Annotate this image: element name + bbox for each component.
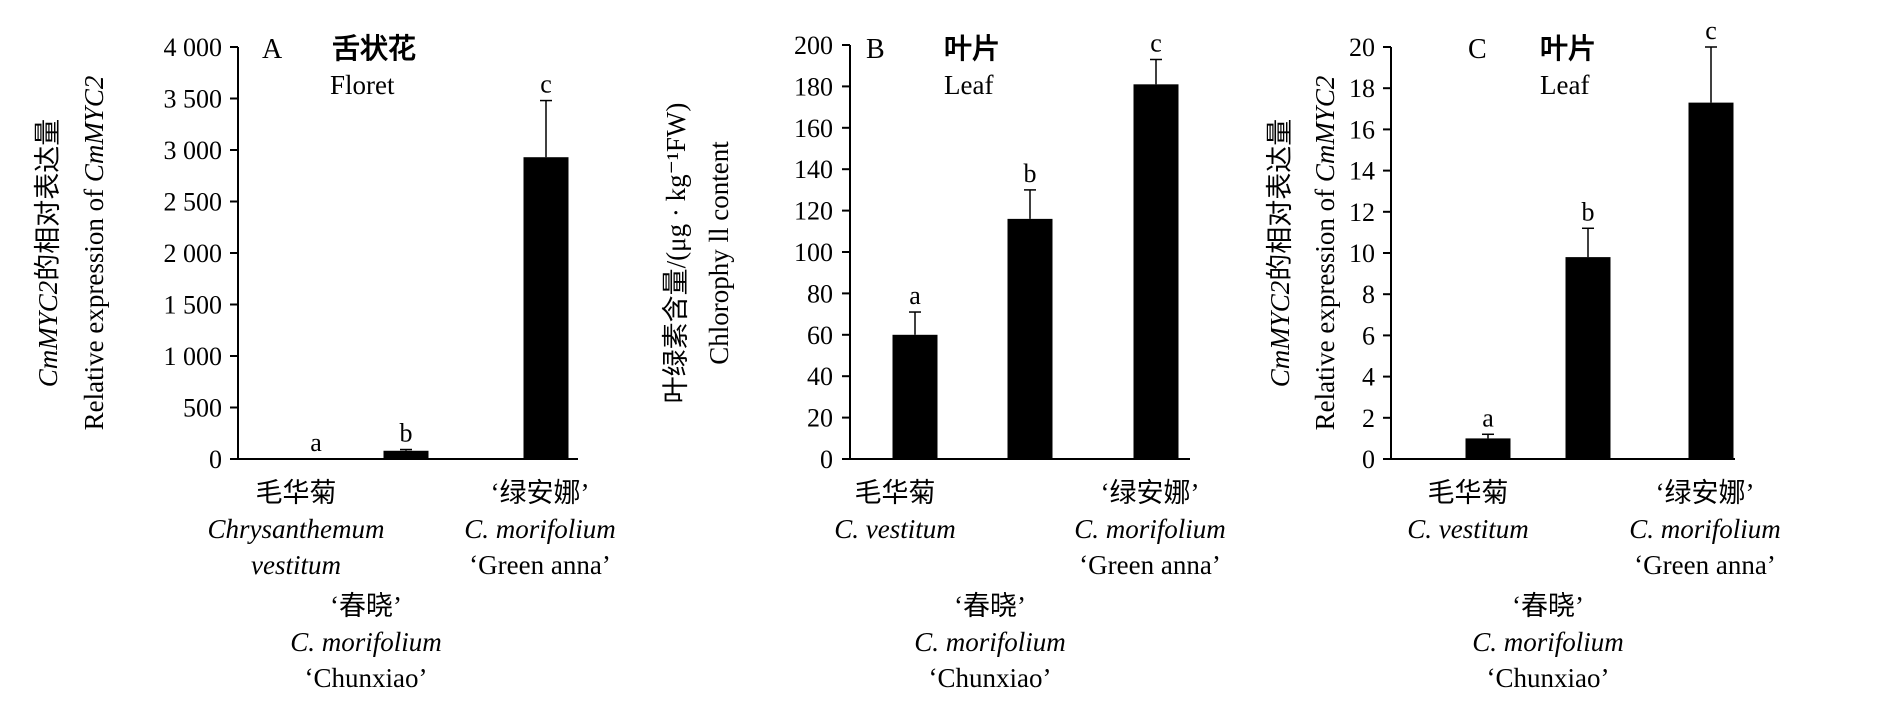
category-label: ‘Chunxiao’ <box>1487 663 1610 693</box>
category-label: ‘绿安娜’ <box>491 478 590 508</box>
significance-letter: b <box>400 419 413 448</box>
category-label: C. morifolium <box>1074 514 1226 544</box>
y-tick-label: 160 <box>794 114 833 143</box>
category-label: C. morifolium <box>914 627 1066 657</box>
category-label: ‘春晓’ <box>954 591 1026 621</box>
y-tick-label: 18 <box>1349 74 1375 103</box>
y-tick-label: 1 000 <box>164 342 223 371</box>
y-tick-label: 40 <box>807 362 833 391</box>
y-tick-label: 6 <box>1362 321 1375 350</box>
bar <box>1133 84 1179 459</box>
category-label: ‘春晓’ <box>1512 591 1584 621</box>
category-label: C. morifolium <box>1472 627 1624 657</box>
category-label: 毛华菊 <box>855 478 936 508</box>
category-label: C. morifolium <box>1629 514 1781 544</box>
y-tick-label: 14 <box>1349 157 1375 186</box>
significance-letter: a <box>1482 403 1494 432</box>
panel-title-en: Leaf <box>1540 70 1589 100</box>
y-tick-label: 20 <box>807 404 833 433</box>
panel-letter: A <box>262 34 283 65</box>
y-tick-label: 500 <box>183 394 222 423</box>
bar <box>1565 257 1611 459</box>
significance-letter: c <box>1150 28 1162 57</box>
category-label: ‘Chunxiao’ <box>929 663 1052 693</box>
y-tick-label: 200 <box>794 31 833 60</box>
y-tick-label: 0 <box>1362 445 1375 474</box>
significance-letter: c <box>1705 16 1717 45</box>
y-tick-label: 3 000 <box>164 136 223 165</box>
significance-letter: a <box>310 428 322 457</box>
category-label: ‘绿安娜’ <box>1656 478 1755 508</box>
y-tick-label: 20 <box>1349 33 1375 62</box>
bar <box>293 458 339 460</box>
bar <box>1007 218 1053 459</box>
panel-title-cn: 叶片 <box>1540 33 1596 65</box>
y-tick-label: 12 <box>1349 198 1375 227</box>
significance-letter: b <box>1582 197 1595 226</box>
y-tick-label: 10 <box>1349 239 1375 268</box>
y-tick-label: 16 <box>1349 115 1375 144</box>
y-tick-label: 3 500 <box>164 85 223 114</box>
y-tick-label: 0 <box>820 445 833 474</box>
bar <box>1465 438 1511 459</box>
category-label: vestitum <box>251 550 341 580</box>
y-tick-label: 0 <box>209 445 222 474</box>
y-axis-label-cn: CmMYC2的相对表达量 <box>33 119 63 388</box>
y-tick-label: 2 000 <box>164 239 223 268</box>
y-axis-label-cn: CmMYC2的相对表达量 <box>1265 119 1295 388</box>
y-tick-label: 180 <box>794 72 833 101</box>
bar <box>523 157 569 459</box>
y-tick-label: 2 <box>1362 404 1375 433</box>
bar <box>383 450 429 459</box>
y-tick-label: 4 <box>1362 363 1375 392</box>
y-axis-label-en: Relative expression of CmMYC2 <box>79 76 109 431</box>
panel-title-cn: 舌状花 <box>332 33 416 65</box>
category-label: ‘春晓’ <box>330 591 402 621</box>
panel-letter: C <box>1468 34 1487 65</box>
panel-letter: B <box>866 34 885 65</box>
panel-title-en: Leaf <box>944 70 993 100</box>
category-label: C. vestitum <box>1407 514 1529 544</box>
category-label: ‘Green anna’ <box>469 550 611 580</box>
y-tick-label: 100 <box>794 238 833 267</box>
category-label: ‘绿安娜’ <box>1101 478 1200 508</box>
category-label: ‘Chunxiao’ <box>305 663 428 693</box>
significance-letter: b <box>1024 159 1037 188</box>
category-label: C. morifolium <box>464 514 616 544</box>
bar <box>892 334 938 459</box>
y-tick-label: 60 <box>807 321 833 350</box>
y-axis-label-en: Relative expression of CmMYC2 <box>1310 76 1340 431</box>
panel-title-cn: 叶片 <box>944 33 1000 65</box>
category-label: ‘Green anna’ <box>1634 550 1776 580</box>
significance-letter: a <box>909 281 921 310</box>
y-tick-label: 80 <box>807 279 833 308</box>
panel-a: 0 500 1 000 1 500 2 000 2 500 3 000 3 500 4 000 A… <box>33 33 616 693</box>
y-tick-label: 4 000 <box>164 33 223 62</box>
category-label: Chrysanthemum <box>208 514 385 544</box>
bar <box>1688 102 1734 460</box>
y-tick-label: 1 500 <box>164 291 223 320</box>
category-label: 毛华菊 <box>256 478 337 508</box>
significance-letter: c <box>540 70 552 99</box>
category-label: C. morifolium <box>290 627 442 657</box>
y-tick-label: 8 <box>1362 280 1375 309</box>
panel-c: 0 2 4 6 8 10 12 14 16 18 20 C 叶片 Leaf CmMYC2的相对表达量 Rela… <box>1265 16 1781 693</box>
panel-b: 0 20 40 60 80 100 120 140 160 180 200 B 叶片 Leaf 叶绿素含量/… <box>661 28 1226 693</box>
category-label: C. vestitum <box>834 514 956 544</box>
y-tick-label: 120 <box>794 197 833 226</box>
y-axis-label-en: Chlorophy ll content <box>704 141 734 365</box>
y-axis-label-cn: 叶绿素含量/(μg · kg⁻¹FW) <box>661 103 691 404</box>
panel-title-en: Floret <box>330 70 395 100</box>
y-tick-label: 140 <box>794 155 833 184</box>
y-tick-label: 2 500 <box>164 188 223 217</box>
category-label: 毛华菊 <box>1428 478 1509 508</box>
category-label: ‘Green anna’ <box>1079 550 1221 580</box>
